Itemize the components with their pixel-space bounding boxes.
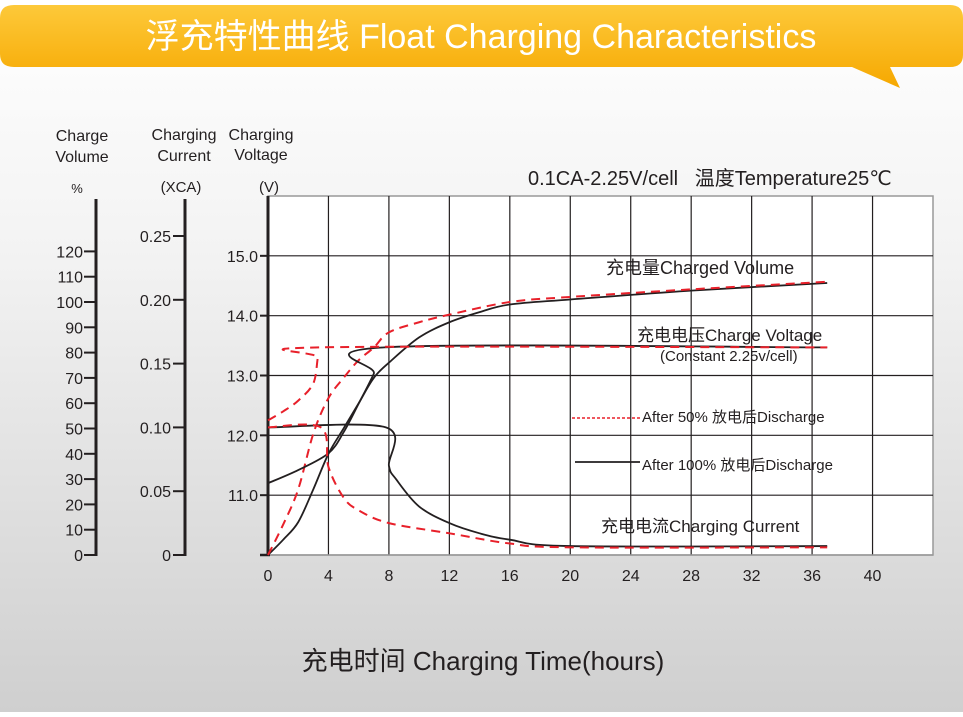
current-tick-label: 0.25 (140, 229, 171, 246)
current-axis-unit: (XCA) (161, 179, 202, 196)
volume-tick-label: 110 (57, 270, 83, 287)
voltage-axis-label-1: Charging (229, 127, 294, 144)
voltage-tick-label: 14.0 (227, 309, 258, 326)
voltage-tick-label: 15.0 (227, 249, 258, 266)
volume-tick-label: 20 (65, 497, 83, 514)
volume-tick-label: 70 (65, 371, 83, 388)
annotation-charged-volume: 充电量Charged Volume (606, 258, 794, 278)
voltage-tick-label: 13.0 (227, 369, 258, 386)
banner-title: 浮充特性曲线 Float Charging Characteristics (146, 18, 817, 56)
current-tick-label: 0.20 (140, 293, 171, 310)
volume-tick-label: 50 (65, 422, 83, 439)
volume-tick-label: 10 (65, 523, 83, 540)
axes: 0 4 8 12 16 20 24 28 32 36 40 11.0 12.0 13.0 14.0 15.0 0… (56, 196, 882, 585)
volume-axis-label-2: Volume (55, 149, 108, 166)
x-axis-title: 充电时间 Charging Time(hours) (302, 646, 665, 676)
volume-axis-label-1: Charge (56, 128, 109, 145)
annotation-charge-voltage: 充电电压Charge Voltage (637, 326, 822, 345)
annotation-voltage-note: (Constant 2.25v/cell) (660, 348, 798, 365)
series-volume-after-50 (267, 280, 828, 556)
series-voltage-after-100 (267, 344, 828, 485)
series-current-after-100 (267, 423, 828, 548)
current-axis-label-1: Charging (152, 127, 217, 144)
title-banner: 浮充特性曲线 Float Charging Characteristics (0, 5, 963, 88)
voltage-axis-label-2: Voltage (234, 147, 287, 164)
legend-label-50: After 50% 放电后Discharge (642, 409, 825, 426)
x-tick-label: 8 (384, 568, 393, 585)
current-tick-label: 0.05 (140, 484, 171, 501)
volume-tick-label: 0 (74, 548, 83, 565)
x-tick-label: 4 (324, 568, 333, 585)
x-tick-label: 40 (864, 568, 882, 585)
x-tick-label: 20 (561, 568, 579, 585)
x-tick-label: 24 (622, 568, 640, 585)
x-tick-label: 16 (501, 568, 519, 585)
series-voltage-after-50 (267, 345, 828, 422)
volume-tick-label: 100 (56, 295, 83, 312)
legend-label-100: After 100% 放电后Discharge (642, 457, 833, 474)
series-current-after-50 (267, 423, 828, 549)
voltage-tick-label: 11.0 (228, 488, 258, 505)
volume-tick-label: 60 (65, 396, 83, 413)
volume-tick-label: 80 (65, 346, 83, 363)
volume-axis-unit: % (71, 181, 83, 196)
volume-tick-label: 120 (56, 244, 83, 261)
curves (267, 280, 828, 556)
volume-tick-label: 90 (65, 320, 83, 337)
current-tick-label: 0 (162, 548, 171, 565)
x-tick-label: 12 (440, 568, 458, 585)
x-tick-label: 36 (803, 568, 821, 585)
grid (268, 196, 933, 556)
voltage-tick-label: 12.0 (227, 428, 258, 445)
x-tick-label: 28 (682, 568, 700, 585)
series-volume-after-100 (267, 282, 828, 556)
chart-condition: 0.1CA-2.25V/cell 温度Temperature25℃ (528, 167, 892, 190)
volume-tick-label: 40 (65, 447, 83, 464)
annotation-charging-current: 充电电流Charging Current (601, 517, 800, 536)
voltage-axis-unit: (V) (259, 179, 279, 196)
current-axis-label-2: Current (157, 148, 211, 165)
x-tick-label: 0 (264, 568, 273, 585)
current-tick-label: 0.10 (140, 420, 171, 437)
x-tick-label: 32 (743, 568, 761, 585)
legend: After 50% 放电后Discharge After 100% 放电后Dis… (572, 409, 833, 474)
current-tick-label: 0.15 (140, 357, 171, 374)
volume-tick-label: 30 (65, 472, 83, 489)
